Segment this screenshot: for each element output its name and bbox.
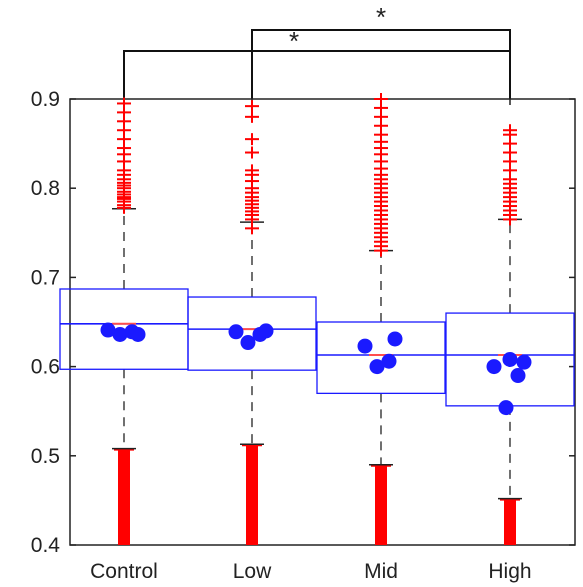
- box-body: [316, 321, 446, 395]
- box-groups: [59, 93, 575, 545]
- significance-star: *: [376, 2, 386, 32]
- bracket-line: [251, 29, 511, 99]
- box-group-low: [187, 100, 317, 545]
- bracket-line: [123, 50, 511, 99]
- box-group-mid: [316, 93, 446, 545]
- y-tick-label: 0.4: [31, 534, 61, 557]
- outlier-band-low: [504, 498, 516, 545]
- outlier-band-low: [118, 448, 130, 545]
- significance-bracket-control-high: *: [123, 26, 511, 99]
- data-point: [516, 354, 532, 370]
- x-tick-label: Control: [90, 560, 158, 583]
- data-point: [112, 326, 128, 342]
- box-group-control: [59, 97, 189, 545]
- data-point: [381, 353, 397, 369]
- y-tick-label: 0.7: [31, 266, 60, 289]
- data-point: [258, 323, 274, 339]
- data-point: [387, 331, 403, 347]
- data-point: [130, 326, 146, 342]
- y-tick-label: 0.6: [31, 356, 60, 379]
- significance-bracket-low-high: *: [251, 2, 511, 99]
- x-tick-label: High: [488, 560, 531, 583]
- y-tick-label: 0.9: [31, 88, 60, 111]
- data-point: [486, 359, 502, 375]
- data-point: [228, 324, 244, 340]
- box-group-high: [445, 124, 575, 545]
- box-body: [187, 296, 317, 371]
- data-point: [357, 338, 373, 354]
- x-tick-label: Mid: [364, 560, 398, 583]
- axes: 0.4 0.5 0.6 0.7 0.8 0.9 Control Low Mid High: [31, 88, 576, 583]
- y-tick-label: 0.5: [31, 445, 60, 468]
- significance-star: *: [289, 26, 299, 56]
- data-point: [510, 368, 526, 384]
- data-point: [100, 322, 116, 338]
- data-point: [498, 400, 514, 416]
- data-point: [240, 335, 256, 351]
- outlier-band-low: [375, 464, 387, 545]
- data-point: [369, 359, 385, 375]
- significance-brackets: **: [123, 2, 511, 99]
- x-tick-label: Low: [233, 560, 272, 583]
- plot-frame: [69, 98, 576, 546]
- outlier-band-low: [246, 444, 258, 545]
- data-point: [502, 351, 518, 367]
- y-tick-label: 0.8: [31, 177, 60, 200]
